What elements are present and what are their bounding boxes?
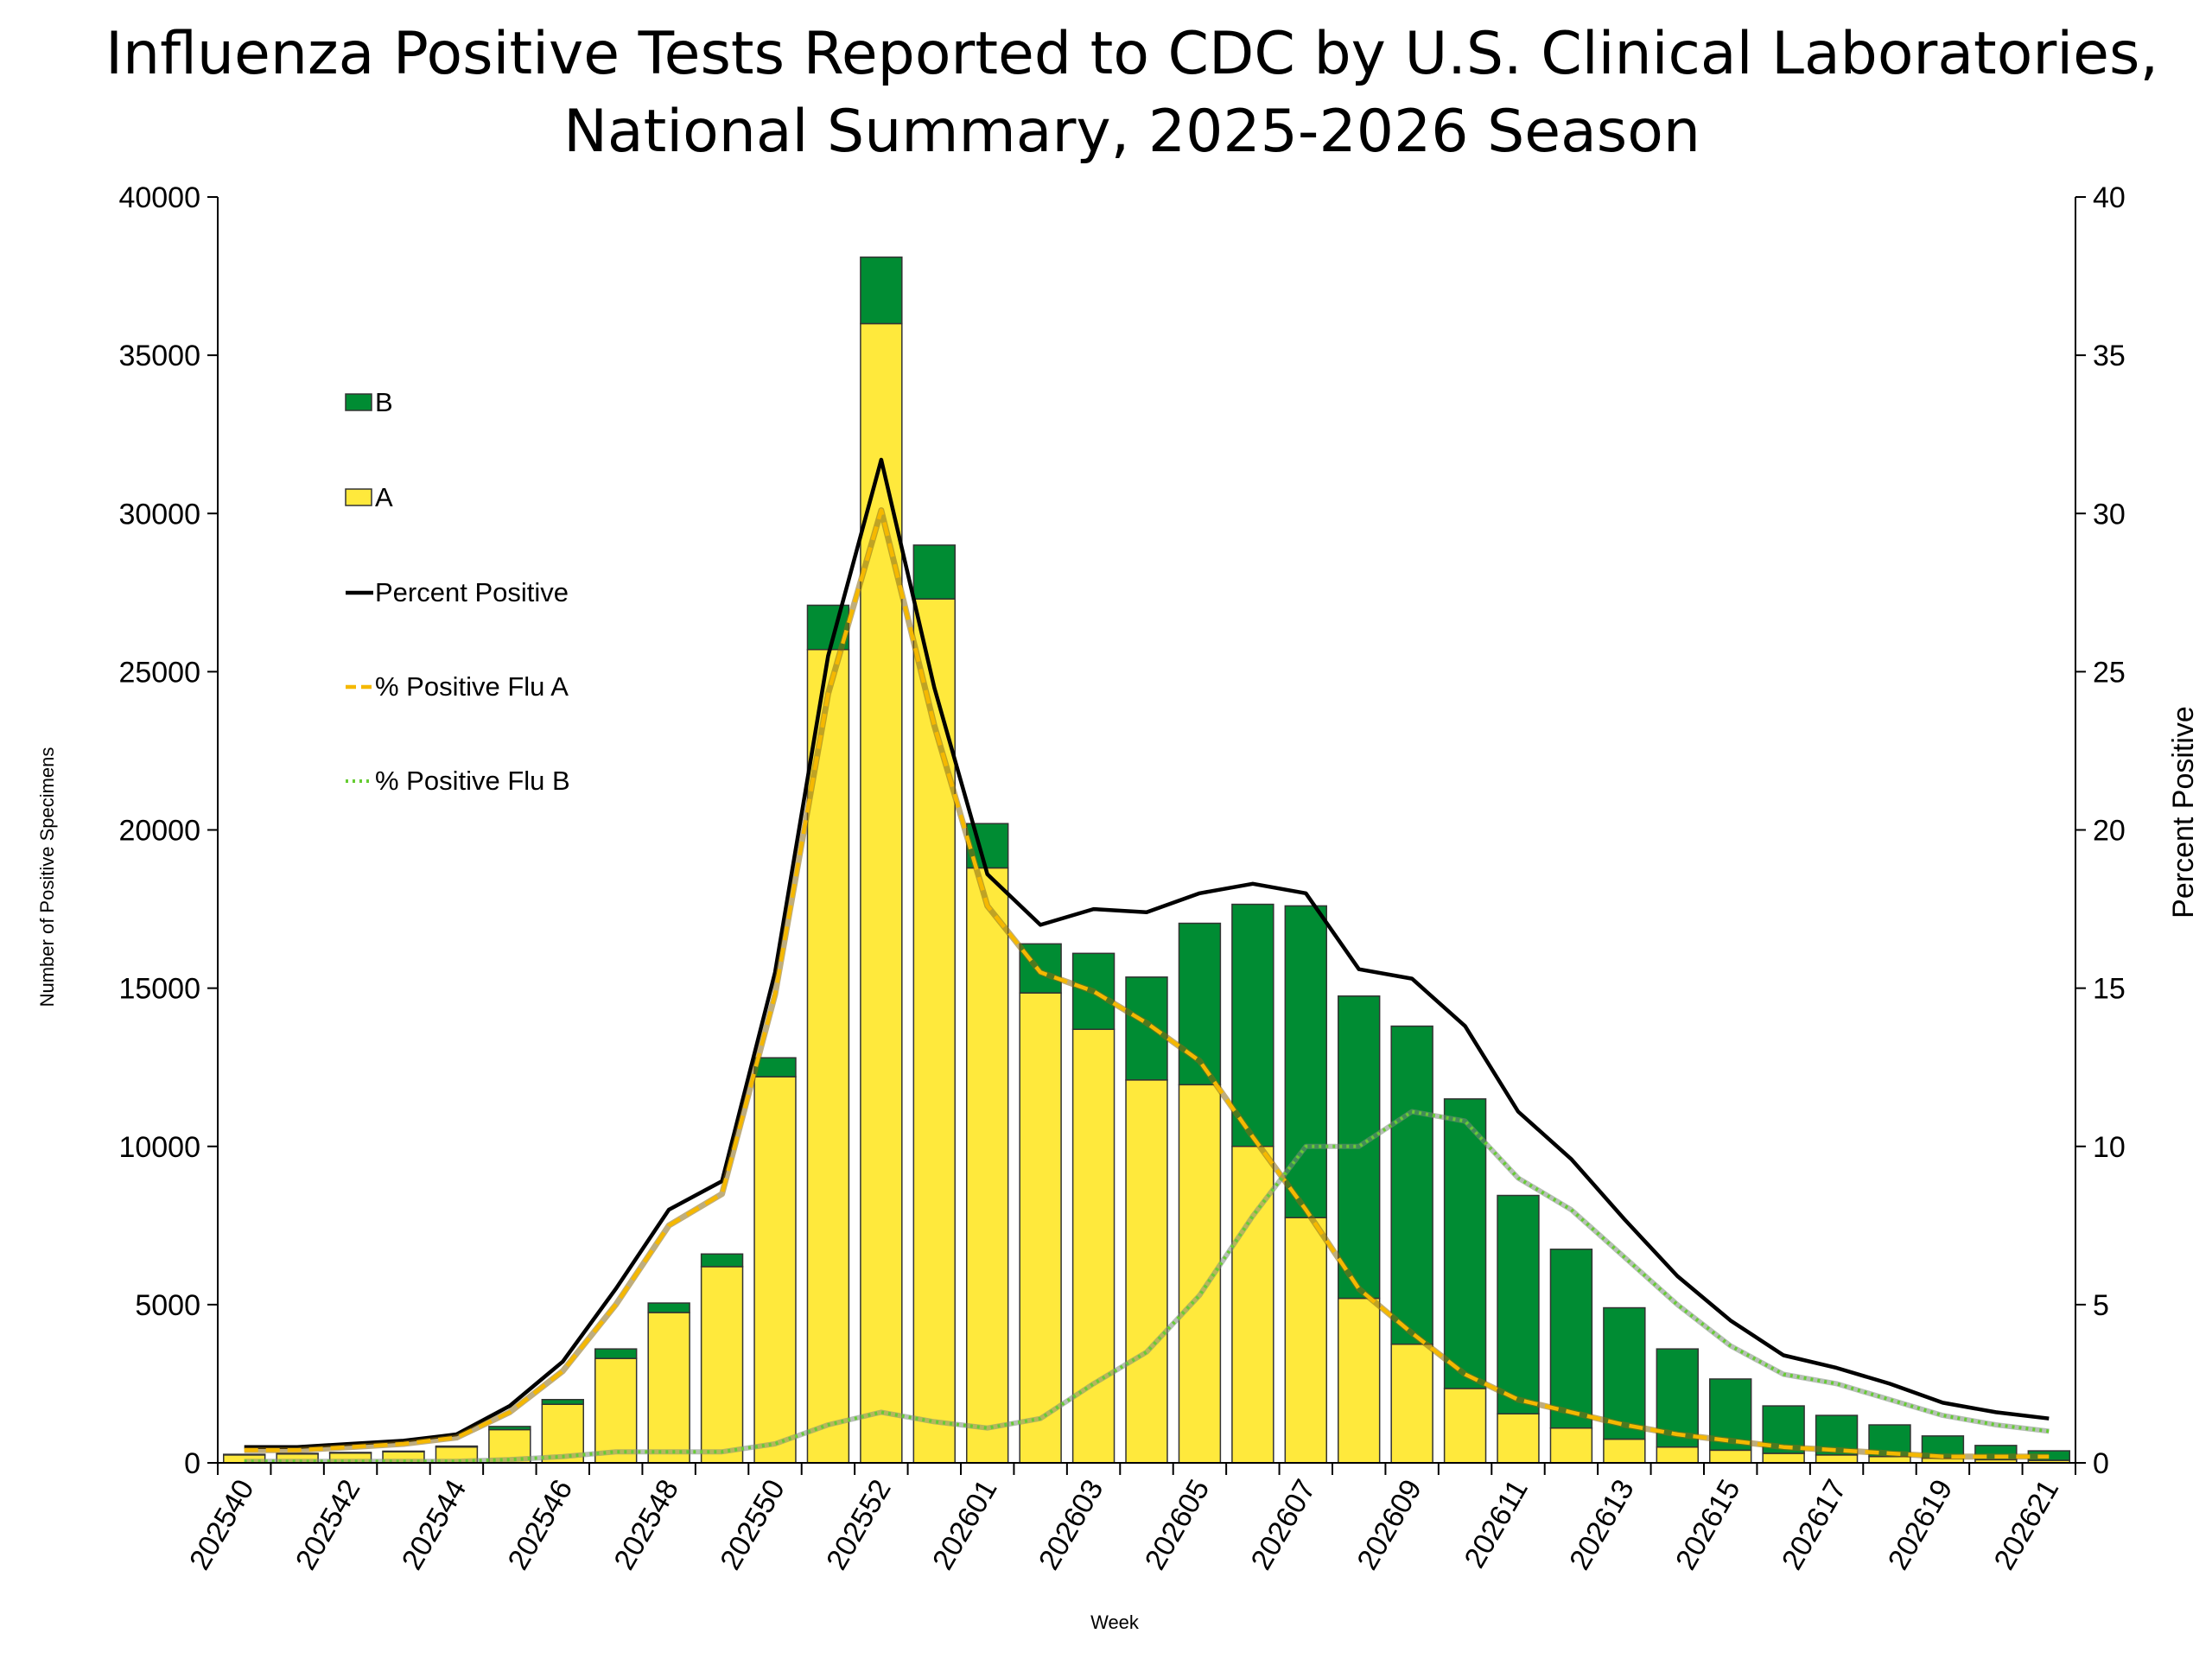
y-tick-label: 15000 — [118, 973, 200, 1006]
bar-a-202616 — [1762, 1452, 1805, 1464]
bar-a-202611 — [1497, 1413, 1540, 1464]
bar-b-202604 — [1125, 976, 1168, 1081]
line-flu-b — [244, 1109, 2050, 1464]
y-tick-label: 30000 — [118, 498, 200, 531]
x-tick-label: 202542 — [289, 1474, 367, 1575]
bar-a-202552 — [860, 322, 903, 1464]
x-tick-label: 202605 — [1139, 1474, 1217, 1575]
y-right-tick-label: 5 — [2093, 1289, 2109, 1322]
bar-a-202615 — [1709, 1449, 1752, 1464]
y-axis-label-right: Percent Positive — [2167, 706, 2200, 918]
y-tick-label: 10000 — [118, 1131, 200, 1164]
x-tick-label: 202621 — [1988, 1474, 2066, 1575]
x-tick-label: 202601 — [926, 1474, 1004, 1575]
y-tick-label: 40000 — [118, 181, 200, 214]
y-right-tick-label: 35 — [2093, 340, 2126, 372]
chart-subtitle: National Summary, 2025-2026 Season — [563, 98, 1700, 166]
chart-title: Influenza Positive Tests Reported to CDC… — [105, 20, 2158, 88]
bar-a-202614 — [1656, 1446, 1699, 1464]
x-tick-label: 202544 — [396, 1474, 474, 1575]
legend-label-flu-a: % Positive Flu A — [375, 671, 569, 702]
bar-b-202552 — [860, 256, 903, 325]
x-tick-label: 202611 — [1459, 1474, 1535, 1573]
legend-swatch-a — [345, 488, 372, 506]
bar-b-202547 — [594, 1348, 638, 1359]
x-tick-label: 202609 — [1351, 1474, 1428, 1575]
bar-b-202610 — [1443, 1098, 1487, 1389]
y-right-tick-label: 10 — [2093, 1131, 2126, 1164]
bar-a-202549 — [700, 1266, 744, 1464]
y-tick-label: 35000 — [118, 340, 200, 372]
bar-a-202601 — [966, 867, 1009, 1464]
bar-a-202547 — [594, 1357, 638, 1464]
bar-b-202546 — [541, 1399, 584, 1405]
bar-a-202604 — [1125, 1079, 1168, 1464]
bar-b-202543 — [382, 1450, 425, 1452]
y-right-tick-label: 0 — [2093, 1447, 2109, 1480]
legend-label-flu-b: % Positive Flu B — [375, 766, 570, 796]
legend-swatch-b — [345, 393, 372, 411]
y-tick-label: 5000 — [135, 1289, 200, 1322]
x-tick-label: 202617 — [1776, 1474, 1853, 1575]
y-right-tick-label: 30 — [2093, 498, 2126, 531]
bar-a-202607 — [1284, 1217, 1327, 1464]
bar-a-202618 — [1868, 1455, 1911, 1464]
bar-a-202617 — [1815, 1454, 1859, 1464]
legend-label-b: B — [375, 387, 393, 417]
bars-group — [223, 256, 2070, 1464]
bar-b-202542 — [328, 1452, 372, 1454]
bar-b-202544 — [435, 1445, 479, 1448]
bar-a-202602 — [1019, 992, 1062, 1464]
bar-b-202545 — [488, 1426, 531, 1431]
x-tick-label: 202546 — [502, 1474, 580, 1575]
x-tick-label: 202540 — [183, 1474, 261, 1575]
y-tick-label: 20000 — [118, 815, 200, 848]
bar-b-202549 — [700, 1253, 744, 1268]
x-axis-label: Week — [1090, 1611, 1140, 1633]
bar-a-202612 — [1549, 1427, 1593, 1464]
bar-a-202608 — [1338, 1297, 1381, 1464]
x-tick-label: 202615 — [1669, 1474, 1747, 1575]
bar-b-202609 — [1390, 1025, 1433, 1345]
legend: B A Percent Positive % Positive Flu A % Posi… — [345, 387, 570, 796]
bar-b-202540 — [223, 1453, 266, 1456]
bar-b-202553 — [912, 544, 956, 600]
bar-b-202611 — [1497, 1194, 1540, 1414]
bar-b-202541 — [276, 1452, 319, 1455]
bar-a-202603 — [1071, 1028, 1116, 1464]
y-right-tick-label: 40 — [2093, 181, 2126, 214]
x-tick-label: 202603 — [1033, 1474, 1110, 1575]
y-right-tick-label: 15 — [2093, 973, 2126, 1006]
x-tick-label: 202550 — [714, 1474, 791, 1575]
line-flu-a — [244, 508, 2050, 1459]
bar-a-202610 — [1443, 1388, 1487, 1464]
x-tick-label: 202552 — [820, 1474, 898, 1575]
x-tick-label: 202548 — [607, 1474, 685, 1575]
x-tick-label: 202607 — [1245, 1474, 1323, 1575]
bar-b-202548 — [647, 1302, 690, 1313]
y-right-tick-label: 25 — [2093, 656, 2126, 689]
y-right-tick-label: 20 — [2093, 815, 2126, 848]
y-tick-label: 25000 — [118, 656, 200, 689]
x-tick-label: 202613 — [1563, 1474, 1641, 1575]
line-percent-positive — [244, 457, 2050, 1449]
bar-a-202548 — [647, 1312, 690, 1464]
bar-b-202607 — [1284, 905, 1327, 1218]
y-axis-label: Number of Positive Specimens — [36, 747, 58, 1007]
bar-b-202612 — [1549, 1249, 1593, 1429]
legend-label-percent-positive: Percent Positive — [375, 577, 569, 607]
bar-a-202550 — [753, 1076, 797, 1464]
bar-b-202613 — [1603, 1306, 1646, 1440]
x-tick-label: 202619 — [1882, 1474, 1960, 1575]
lines-group — [244, 457, 2050, 1465]
bar-a-202613 — [1603, 1438, 1646, 1464]
legend-label-a: A — [375, 482, 393, 512]
y-tick-label: 0 — [184, 1447, 200, 1480]
bar-b-202606 — [1231, 903, 1274, 1147]
bar-a-202609 — [1390, 1343, 1433, 1464]
